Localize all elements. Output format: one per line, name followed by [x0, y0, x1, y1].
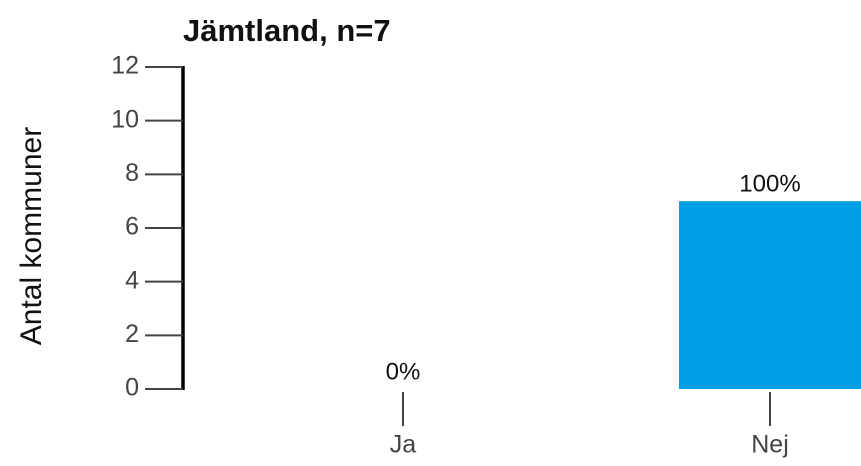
- y-axis-label: Antal kommuner: [15, 127, 48, 345]
- y-tick-label: 4: [125, 266, 139, 294]
- x-tick-label: Nej: [751, 431, 789, 459]
- y-tick-label: 8: [125, 159, 139, 187]
- bar: [679, 201, 861, 389]
- y-tick-label: 6: [125, 213, 139, 241]
- bar-label: 0%: [386, 358, 421, 385]
- bar-label: 100%: [739, 171, 800, 198]
- chart-title: Jämtland, n=7: [183, 13, 391, 48]
- y-tick-label: 2: [125, 320, 139, 348]
- y-tick-label: 12: [111, 52, 139, 80]
- x-tick-label: Ja: [390, 431, 417, 459]
- y-tick-label: 10: [111, 105, 139, 133]
- y-tick-label: 0: [125, 374, 139, 402]
